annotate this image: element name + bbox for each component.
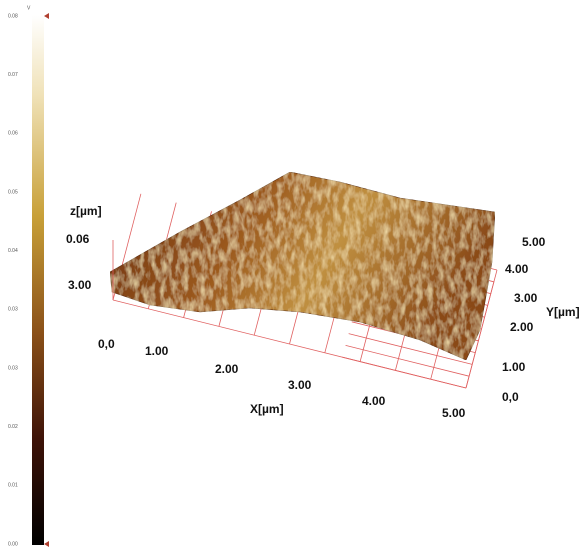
colorbar-tick-label: 0.03 [8,307,18,313]
x-tick-label: 0,0 [98,337,115,351]
colorbar-tick-label: 0.05 [8,189,18,195]
colorbar-tick-label: 0.02 [8,424,18,430]
x-tick-label: 1.00 [145,344,169,358]
z-tick-label: 3.00 [68,278,92,292]
x-axis-line [112,299,467,389]
colorbar-marker [44,13,49,547]
grid-line [345,345,470,377]
colorbar [32,15,44,545]
z-axis-label: z[µm] [70,204,102,218]
colorbar-tick-label: 0.06 [8,131,18,137]
y-tick-label: 1.00 [502,360,526,374]
x-axis-label: X[µm] [250,402,284,416]
y-tick-label: 2.00 [510,320,534,334]
z-tick-label: 0.06 [66,232,90,246]
colorbar-tick-label: 0.08 [8,13,18,19]
colorbar-tick-label: 0.07 [8,72,18,78]
y-tick-label: 4.00 [505,262,529,276]
y-tick-label: 5.00 [522,235,546,249]
surface [109,171,496,361]
colorbar-tick-label: 0.01 [8,483,18,489]
colorbar-tick-label: 0.03 [8,365,18,371]
y-tick-label: 0,0 [502,390,519,404]
x-tick-label: 3.00 [288,378,312,392]
grid-line [348,333,473,365]
colorbar-unit: V [27,5,31,11]
colorbar-tick-label: 0.00 [8,541,18,547]
y-axis-label: Y[µm] [546,305,579,319]
y-tick-label: 3.00 [514,291,538,305]
y-axis-line [465,269,498,389]
x-tick-label: 2.00 [215,362,239,376]
x-tick-label: 4.00 [362,394,386,408]
x-tick-label: 5.00 [442,406,466,420]
colorbar-tick-label: 0.04 [8,248,18,254]
